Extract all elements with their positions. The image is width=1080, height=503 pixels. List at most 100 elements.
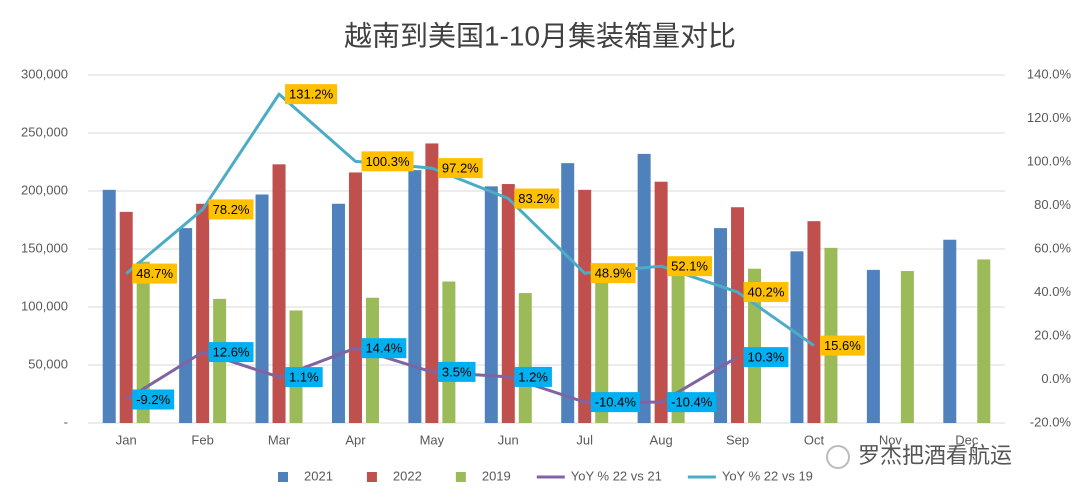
bar <box>518 293 532 423</box>
data-label: 97.2% <box>442 161 479 176</box>
x-tick-label: Mar <box>268 432 291 447</box>
label-box <box>437 361 476 382</box>
data-label: 100.3% <box>365 154 410 169</box>
label-box <box>208 199 254 220</box>
data-label: -9.2% <box>136 392 170 407</box>
x-tick-label: Jun <box>498 432 519 447</box>
data-label: 78.2% <box>213 202 250 217</box>
bar <box>866 269 880 423</box>
bar <box>196 203 210 423</box>
legend-label: 2022 <box>393 468 422 483</box>
legend-label: 2021 <box>304 468 333 483</box>
bar <box>501 184 515 423</box>
label-box <box>590 392 640 413</box>
legend-label: 2019 <box>482 468 511 483</box>
x-tick-label: Dec <box>955 432 979 447</box>
bar <box>484 186 498 423</box>
bar <box>561 163 575 423</box>
y2-tick-label: 20.0% <box>1034 327 1071 342</box>
data-label: -10.4% <box>595 395 637 410</box>
label-box <box>208 342 254 363</box>
bar <box>943 239 957 423</box>
bar <box>408 170 422 423</box>
watermark-icon <box>826 445 850 469</box>
bar <box>348 172 362 423</box>
data-label: 48.9% <box>595 266 632 281</box>
legend-swatch <box>278 472 288 482</box>
data-label: 10.3% <box>748 350 785 365</box>
data-label: 52.1% <box>671 259 708 274</box>
legend-swatch <box>366 472 377 482</box>
x-tick-label: Apr <box>345 432 366 447</box>
data-label: 48.7% <box>136 266 173 281</box>
data-label: 40.2% <box>748 285 785 300</box>
data-label: 3.5% <box>442 364 472 379</box>
bar <box>119 211 133 423</box>
data-label: 12.6% <box>213 345 250 360</box>
bar <box>578 189 592 423</box>
y2-tick-label: 40.0% <box>1034 284 1071 299</box>
bar <box>977 259 991 423</box>
data-label: 83.2% <box>518 191 555 206</box>
y2-tick-label: 0.0% <box>1041 371 1071 386</box>
bar <box>790 251 804 423</box>
chart-title: 越南到美国1-10月集装箱量对比 <box>344 20 736 51</box>
label-box <box>285 84 338 105</box>
data-label: -10.4% <box>671 395 713 410</box>
label-box <box>437 158 483 179</box>
bar <box>595 274 609 423</box>
watermark: 罗杰把酒看航运 <box>858 443 1012 468</box>
y2-tick-label: -20.0% <box>1030 414 1072 429</box>
legend-label: YoY % 22 vs 19 <box>722 468 813 483</box>
y2-tick-label: 100.0% <box>1027 153 1072 168</box>
bar <box>807 221 821 423</box>
y2-tick-label: 140.0% <box>1027 66 1072 81</box>
y2-tick-label: 60.0% <box>1034 240 1071 255</box>
label-box <box>132 389 175 410</box>
y-tick-label: 100,000 <box>21 298 68 313</box>
y2-tick-label: 80.0% <box>1034 197 1071 212</box>
label-box <box>667 392 717 413</box>
data-label: 15.6% <box>824 338 861 353</box>
x-tick-label: May <box>420 432 445 447</box>
label-box <box>514 188 560 209</box>
label-box <box>285 367 323 388</box>
legend-label: YoY % 22 vs 21 <box>571 468 662 483</box>
label-box <box>361 338 407 359</box>
bar <box>637 153 651 423</box>
x-tick-label: Oct <box>804 432 825 447</box>
bar <box>365 297 379 423</box>
y-tick-label: 200,000 <box>21 182 68 197</box>
y-tick-label: 150,000 <box>21 240 68 255</box>
bar <box>654 181 668 423</box>
bar <box>731 207 745 423</box>
label-box <box>819 335 865 356</box>
data-label: 1.1% <box>289 370 319 385</box>
y2-tick-label: 120.0% <box>1027 110 1072 125</box>
y-tick-label: 50,000 <box>28 356 68 371</box>
x-tick-label: Jul <box>576 432 593 447</box>
label-box <box>514 366 552 387</box>
bar <box>255 194 269 423</box>
bar <box>331 203 345 423</box>
x-tick-label: Jan <box>116 432 137 447</box>
label-box <box>132 263 178 284</box>
bar <box>671 269 685 423</box>
label-box <box>361 151 414 172</box>
bar <box>824 247 838 423</box>
label-box <box>743 347 789 368</box>
data-label: 131.2% <box>289 87 334 102</box>
data-label: 14.4% <box>365 341 402 356</box>
bar <box>272 164 286 423</box>
bar <box>136 261 150 423</box>
bar <box>289 310 303 423</box>
x-tick-label: Aug <box>650 432 673 447</box>
x-tick-label: Feb <box>191 432 213 447</box>
bar <box>102 189 116 423</box>
bar <box>714 228 728 423</box>
bar <box>425 143 439 423</box>
x-tick-label: Sep <box>726 432 749 447</box>
data-label: 1.2% <box>518 369 548 384</box>
line <box>125 92 815 347</box>
